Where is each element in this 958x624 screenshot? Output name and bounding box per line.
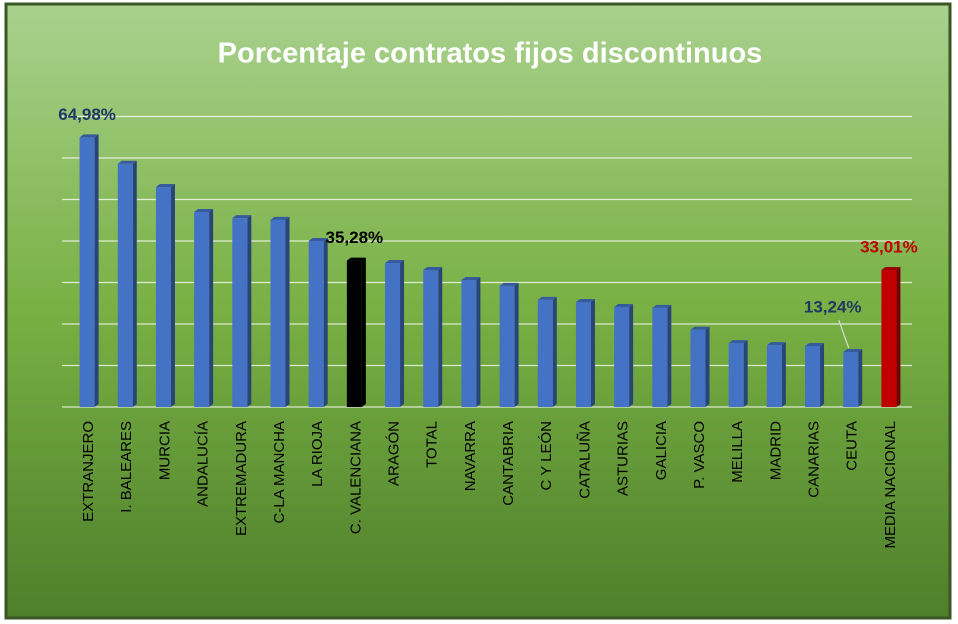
bar-top xyxy=(537,296,557,300)
bar-top xyxy=(766,342,786,346)
bar-side xyxy=(781,342,786,407)
bar-side xyxy=(361,257,366,407)
bar xyxy=(232,218,248,407)
x-tick-label: EXTREMADURA xyxy=(233,421,250,536)
x-tick-label: C-LA MANCHA xyxy=(271,421,288,524)
x-tick-label: ASTURIAS xyxy=(615,421,632,496)
x-tick-label: MEDIA NACIONAL xyxy=(882,421,899,549)
bar-side xyxy=(400,259,405,407)
bar-side xyxy=(285,216,290,407)
bar xyxy=(728,343,744,407)
bar xyxy=(690,329,706,407)
value-label: 13,24% xyxy=(804,298,862,317)
bar-side xyxy=(132,160,137,407)
bar-top xyxy=(614,303,634,307)
bar-top xyxy=(461,277,481,281)
bar-side xyxy=(438,267,443,407)
bar-top xyxy=(117,160,137,164)
bar xyxy=(385,262,401,407)
chart-title: Porcentaje contratos fijos discontinuos xyxy=(218,38,763,70)
bar-top xyxy=(499,282,519,286)
x-tick-label: P. VASCO xyxy=(691,421,708,489)
x-tick-label: CATALUÑA xyxy=(576,421,593,499)
bar-top xyxy=(728,340,748,344)
bar xyxy=(575,302,591,407)
bar xyxy=(766,345,782,407)
bar-top xyxy=(575,299,595,303)
bar xyxy=(155,187,171,407)
bar-side xyxy=(858,349,863,407)
bar-top xyxy=(270,216,290,220)
bar xyxy=(499,285,515,407)
x-tick-label: MADRID xyxy=(767,421,784,480)
bar-top xyxy=(385,259,405,263)
bar xyxy=(461,280,477,407)
bar-top xyxy=(652,304,672,308)
x-tick-label: TOTAL xyxy=(424,421,441,468)
bar-side xyxy=(629,303,634,407)
x-tick-label: C. VALENCIANA xyxy=(347,421,364,534)
x-tick-label: CANTABRIA xyxy=(500,421,517,506)
bar-top xyxy=(194,208,214,212)
x-tick-label: LA RIOJA xyxy=(309,421,326,487)
bar-top xyxy=(423,267,443,271)
x-tick-label: CANARIAS xyxy=(806,421,823,498)
bar-top xyxy=(690,326,710,330)
value-label: 64,98% xyxy=(58,105,116,124)
bar xyxy=(308,241,324,407)
bar-side xyxy=(590,299,595,407)
bar-top xyxy=(232,215,252,219)
x-tick-label: NAVARRA xyxy=(462,421,479,491)
x-tick-label: MURCIA xyxy=(156,421,173,480)
bar xyxy=(117,163,133,407)
bar xyxy=(346,260,362,407)
x-tick-label: EXTRANJERO xyxy=(80,421,97,522)
bar-top xyxy=(308,238,328,241)
bar-side xyxy=(552,296,557,407)
bar-side xyxy=(667,304,672,407)
x-tick-label: MELILLA xyxy=(729,421,746,483)
bar xyxy=(79,137,95,407)
bar-side xyxy=(476,277,481,407)
bar xyxy=(537,299,553,407)
bar-top xyxy=(346,257,366,261)
x-tick-label: CEUTA xyxy=(844,421,861,471)
bar-side xyxy=(705,326,710,407)
bar xyxy=(881,270,897,407)
bar-side xyxy=(209,208,214,407)
leader-line xyxy=(838,319,850,349)
bar xyxy=(652,307,668,407)
bar-top xyxy=(79,134,99,138)
value-label: 33,01% xyxy=(860,237,918,256)
bar-side xyxy=(94,134,99,407)
bar-side xyxy=(743,340,748,407)
bar-side xyxy=(323,238,328,407)
x-tick-label: ANDALUCÍA xyxy=(195,421,212,507)
bar-top xyxy=(843,349,863,353)
bar-side xyxy=(514,282,519,407)
bar xyxy=(423,270,439,407)
bar-side xyxy=(247,215,252,407)
bar xyxy=(843,352,859,407)
bar xyxy=(194,211,210,407)
x-tick-label: C Y LEÓN xyxy=(538,421,555,490)
bar-side xyxy=(170,184,175,407)
bar-top xyxy=(155,184,175,188)
bar-side xyxy=(820,342,825,407)
x-tick-label: ARAGÓN xyxy=(386,421,403,486)
value-label: 35,28% xyxy=(326,228,384,247)
bar-side xyxy=(896,267,901,407)
bar-top xyxy=(881,267,901,271)
bar xyxy=(270,219,286,407)
x-tick-label: GALICIA xyxy=(653,421,670,480)
bar xyxy=(614,306,630,407)
bar-top xyxy=(805,342,825,346)
bar xyxy=(805,345,821,407)
x-tick-label: I. BALEARES xyxy=(118,421,135,513)
